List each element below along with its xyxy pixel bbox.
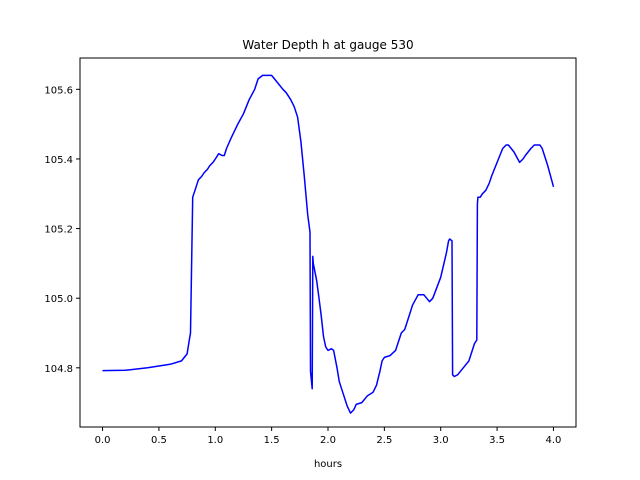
axes-frame	[79, 57, 577, 428]
x-tick-label: 3.0	[433, 435, 449, 446]
y-tick-label: 104.8	[44, 364, 73, 375]
x-tick-label: 2.5	[376, 435, 392, 446]
x-axis-label: hours	[314, 459, 342, 470]
x-tick-label: 4.0	[546, 435, 562, 446]
y-tick-label: 105.4	[44, 155, 73, 166]
x-tick-label: 1.5	[264, 435, 280, 446]
y-tick-label: 105.6	[44, 85, 73, 96]
y-tick-label: 105.2	[44, 225, 73, 236]
x-tick-label: 3.5	[489, 435, 505, 446]
y-tick-label: 105.0	[44, 294, 73, 305]
plot-area	[102, 74, 555, 414]
x-tick-label: 0.5	[151, 435, 167, 446]
x-tick-label: 2.0	[320, 435, 336, 446]
chart-title: Water Depth h at gauge 530	[242, 38, 413, 52]
x-tick-label: 1.0	[207, 435, 223, 446]
axis-ticks: 0.0 0.5 1.0 1.5 2.0 2.5 3.0 3.5 4.0 104.8 105.0 105…	[44, 85, 561, 446]
x-tick-label: 0.0	[95, 435, 111, 446]
series-line	[102, 74, 555, 414]
